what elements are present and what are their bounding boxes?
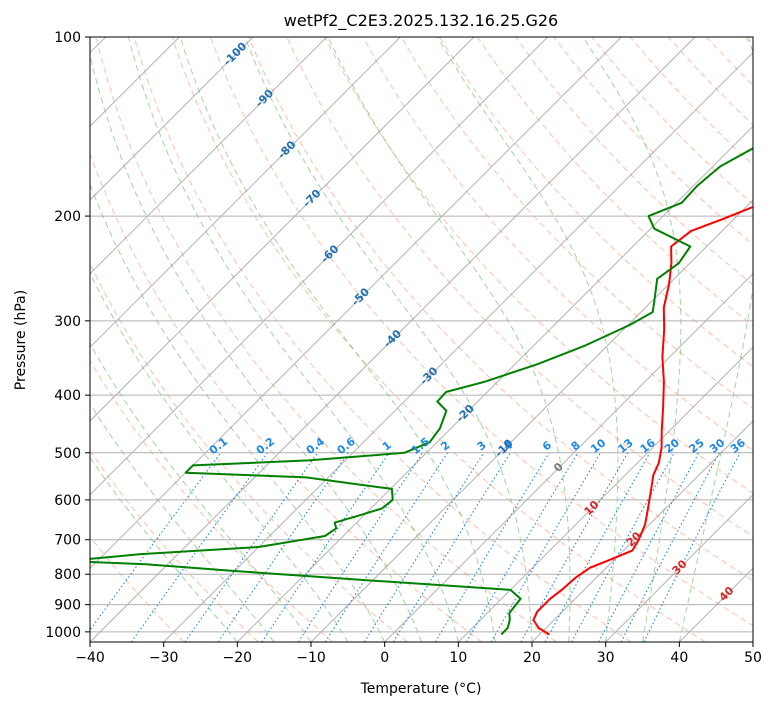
mixing-ratio-line bbox=[184, 452, 319, 642]
moist-adiabat-line bbox=[90, 182, 386, 642]
moist-adiabat-line bbox=[90, 456, 238, 642]
dry-adiabat-line bbox=[90, 359, 334, 642]
y-axis-ticks: 100 200 300 400 500 600 700 800 900 1000 bbox=[45, 30, 90, 641]
moist-adiabat-line bbox=[437, 37, 619, 642]
moist-adiabat-line bbox=[128, 37, 459, 642]
x-tick-label: 10 bbox=[449, 650, 467, 666]
moist-adiabat-line bbox=[327, 37, 571, 642]
moist-adiabats bbox=[90, 37, 753, 642]
y-tick-label: 700 bbox=[54, 533, 81, 549]
isotherm-line bbox=[531, 420, 753, 642]
isotherm-line bbox=[310, 199, 753, 642]
dry-adiabat-line bbox=[90, 262, 408, 642]
moist-adiabat-line bbox=[90, 271, 349, 642]
mixing-ratio-line bbox=[217, 452, 349, 642]
dry-adiabat-line bbox=[324, 37, 753, 494]
moist-adiabat-line bbox=[179, 37, 496, 642]
y-tick-label: 600 bbox=[54, 493, 81, 509]
dry-adiabat-line bbox=[171, 37, 706, 642]
y-tick-label: 100 bbox=[54, 30, 81, 46]
mixing-ratio-line bbox=[363, 452, 485, 642]
isotherm-line bbox=[90, 37, 475, 422]
dry-adiabat-line bbox=[133, 37, 632, 642]
mixing-ratio-line bbox=[598, 452, 700, 642]
dry-adiabat-line bbox=[477, 37, 753, 327]
isotherm-line bbox=[457, 346, 753, 642]
dry-adiabat-line bbox=[400, 37, 753, 409]
chart-title: wetPf2_C2E3.2025.132.16.25.G26 bbox=[284, 11, 558, 31]
isotherm-line bbox=[90, 37, 254, 201]
mixing-ratio-line bbox=[544, 452, 651, 642]
sounding-series bbox=[90, 147, 753, 636]
dry-adiabat-line bbox=[286, 37, 753, 538]
isotherms bbox=[90, 37, 753, 642]
x-tick-label: −30 bbox=[149, 650, 179, 666]
dry-adiabat-line bbox=[438, 37, 753, 368]
mixing-ratio-line bbox=[490, 452, 601, 642]
x-tick-label: 40 bbox=[670, 650, 688, 666]
mixing-ratio-line bbox=[261, 452, 390, 642]
x-tick-label: 30 bbox=[597, 650, 615, 666]
dry-adiabat-line bbox=[90, 449, 259, 642]
y-tick-label: 400 bbox=[54, 388, 81, 404]
dewpoint-profile-line bbox=[90, 147, 753, 636]
moist-adiabat-line bbox=[678, 37, 753, 642]
x-axis-ticks: −40 −30 −20 −10 0 10 20 30 40 50 bbox=[75, 642, 762, 666]
isotherm-line bbox=[90, 37, 401, 349]
mixing-ratio-line bbox=[620, 452, 720, 642]
isotherm-line bbox=[90, 37, 696, 642]
isotherm-line bbox=[384, 272, 753, 642]
isotherm-line bbox=[163, 51, 753, 642]
x-tick-label: −40 bbox=[75, 650, 105, 666]
mixing-ratio-line bbox=[130, 452, 269, 642]
moist-adiabat-line bbox=[244, 37, 533, 642]
mixing-ratio-line bbox=[520, 452, 629, 642]
pressure-gridlines bbox=[90, 37, 753, 633]
x-tick-label: 50 bbox=[744, 650, 762, 666]
moist-adiabat-line bbox=[90, 52, 422, 642]
x-tick-label: 0 bbox=[380, 650, 389, 666]
temperature-profile-line bbox=[532, 205, 753, 636]
x-tick-label: −10 bbox=[296, 650, 326, 666]
y-axis-label: Pressure (hPa) bbox=[13, 290, 29, 390]
y-tick-label: 500 bbox=[54, 446, 81, 462]
isotherm-line bbox=[90, 37, 549, 496]
dry-adiabat-line bbox=[210, 37, 753, 627]
x-tick-label: 20 bbox=[523, 650, 541, 666]
moist-adiabat-line bbox=[582, 37, 682, 642]
plot-frame bbox=[89, 36, 754, 643]
y-tick-label: 1000 bbox=[45, 625, 81, 641]
dry-adiabat-line bbox=[90, 152, 483, 642]
mixing-ratio-line bbox=[297, 452, 424, 642]
mixing-ratio-lines bbox=[90, 452, 741, 642]
x-axis-label: Temperature (°C) bbox=[360, 681, 482, 697]
dry-adiabat-line bbox=[248, 37, 753, 582]
isotherm-line bbox=[605, 493, 753, 642]
isotherm-line bbox=[236, 125, 753, 642]
dry-adiabat-line bbox=[362, 37, 753, 452]
y-tick-label: 900 bbox=[54, 598, 81, 614]
dry-adiabats bbox=[90, 37, 753, 642]
isotherm-line bbox=[90, 37, 622, 570]
y-tick-label: 800 bbox=[54, 567, 81, 583]
mixing-ratio-line bbox=[324, 452, 448, 642]
isotherm-line bbox=[90, 37, 328, 275]
x-tick-label: −20 bbox=[223, 650, 253, 666]
dry-adiabat-line bbox=[95, 37, 557, 642]
y-tick-label: 300 bbox=[54, 314, 81, 330]
moist-adiabat-line bbox=[90, 402, 275, 642]
y-tick-label: 200 bbox=[54, 209, 81, 225]
